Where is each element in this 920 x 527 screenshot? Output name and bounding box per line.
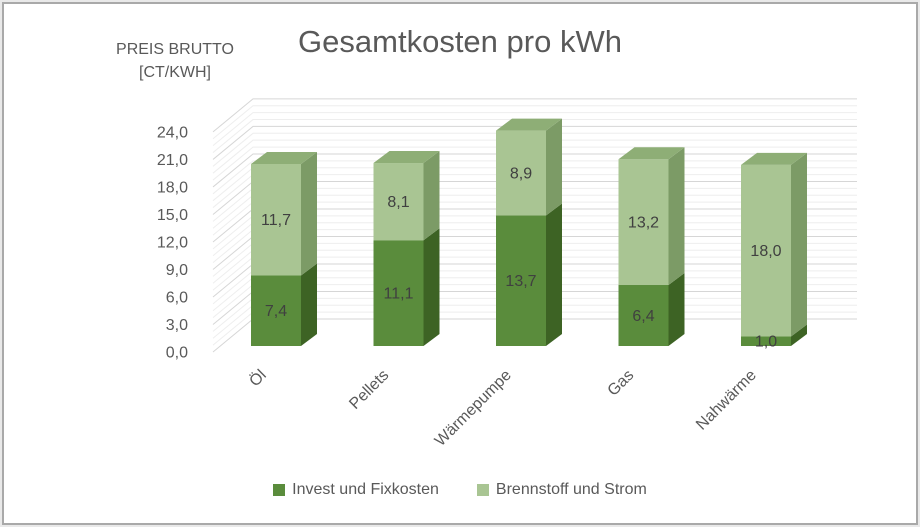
major-gridline <box>212 125 857 160</box>
bar-value-label: 1,0 <box>755 334 777 351</box>
bar-segment-side <box>668 273 685 346</box>
bar-top-face <box>496 118 562 131</box>
minor-gridline <box>212 112 857 147</box>
y-axis-title: PREIS BRUTTO [CT/KWH] <box>100 38 250 84</box>
bar-top-face <box>251 151 317 164</box>
bar-segment-side <box>791 152 807 337</box>
legend-swatch-icon <box>476 484 489 496</box>
legend-swatch-icon <box>273 484 286 496</box>
legend-item: Brennstoff und Strom <box>476 481 647 499</box>
bar-value-label: 7,4 <box>265 303 287 320</box>
y-tick-label: 9,0 <box>166 262 188 279</box>
bar-segment <box>373 240 424 346</box>
bar-segment <box>618 285 669 346</box>
bar-segment <box>618 159 669 286</box>
legend: Invest und Fixkosten Brennstoff und Strom <box>0 481 920 499</box>
bar-segment <box>496 215 546 346</box>
bar-segment-side <box>668 147 685 286</box>
y-tick-label: 12,0 <box>157 234 188 251</box>
minor-gridline <box>212 119 857 153</box>
bar-value-label: 18,0 <box>750 243 781 260</box>
legend-label: Invest und Fixkosten <box>292 481 439 498</box>
minor-gridline <box>212 146 857 181</box>
bar-value-label: 13,2 <box>628 215 659 232</box>
minor-gridline <box>212 139 857 174</box>
y-tick-label: 24,0 <box>157 124 188 141</box>
bar-segment <box>373 163 424 241</box>
bar-value-label: 13,7 <box>505 273 536 290</box>
bar-segment <box>251 163 301 276</box>
y-tick-label: 15,0 <box>157 207 188 224</box>
bar-segment <box>251 275 301 346</box>
bar-segment-side <box>301 263 317 346</box>
bar-segment-side <box>791 324 807 346</box>
bar-value-label: 11,1 <box>384 286 414 303</box>
bar-segment-side <box>423 151 440 241</box>
bar-segment-side <box>301 151 317 276</box>
x-category-label: Wärmepumpe <box>432 367 515 450</box>
bar-top-face <box>741 152 807 165</box>
legend-label: Brennstoff und Strom <box>495 481 647 498</box>
x-category-label: Pellets <box>346 367 392 413</box>
bar-value-label: 8,9 <box>510 166 532 183</box>
bar-segment-side <box>546 118 562 216</box>
minor-gridline <box>212 132 857 167</box>
bar-value-label: 6,4 <box>632 308 654 325</box>
chart-title: Gesamtkosten pro kWh <box>298 24 622 59</box>
bar-segment <box>741 164 791 337</box>
y-tick-label: 6,0 <box>166 289 188 306</box>
major-gridline <box>212 98 857 133</box>
bar-value-label: 8,1 <box>387 194 409 211</box>
bar-segment-side <box>546 203 562 346</box>
legend-item: Invest und Fixkosten <box>273 481 439 499</box>
x-category-label: Nahwärme <box>693 367 760 434</box>
y-tick-label: 0,0 <box>166 345 188 362</box>
y-tick-label: 21,0 <box>157 152 188 169</box>
y-axis-title-line1: PREIS BRUTTO <box>116 41 234 58</box>
bar-top-face <box>373 151 440 164</box>
y-tick-label: 18,0 <box>157 179 188 196</box>
y-tick-label: 3,0 <box>166 317 188 334</box>
y-axis-title-line2: [CT/KWH] <box>139 64 211 81</box>
bar-segment <box>741 336 791 346</box>
bar-segment <box>496 130 546 216</box>
bar-value-label: 11,7 <box>261 212 291 229</box>
x-category-label: Öl <box>246 366 270 390</box>
x-category-label: Gas <box>605 367 638 400</box>
bar-top-face <box>618 147 685 160</box>
bar-segment-side <box>423 228 440 346</box>
minor-gridline <box>212 105 857 140</box>
